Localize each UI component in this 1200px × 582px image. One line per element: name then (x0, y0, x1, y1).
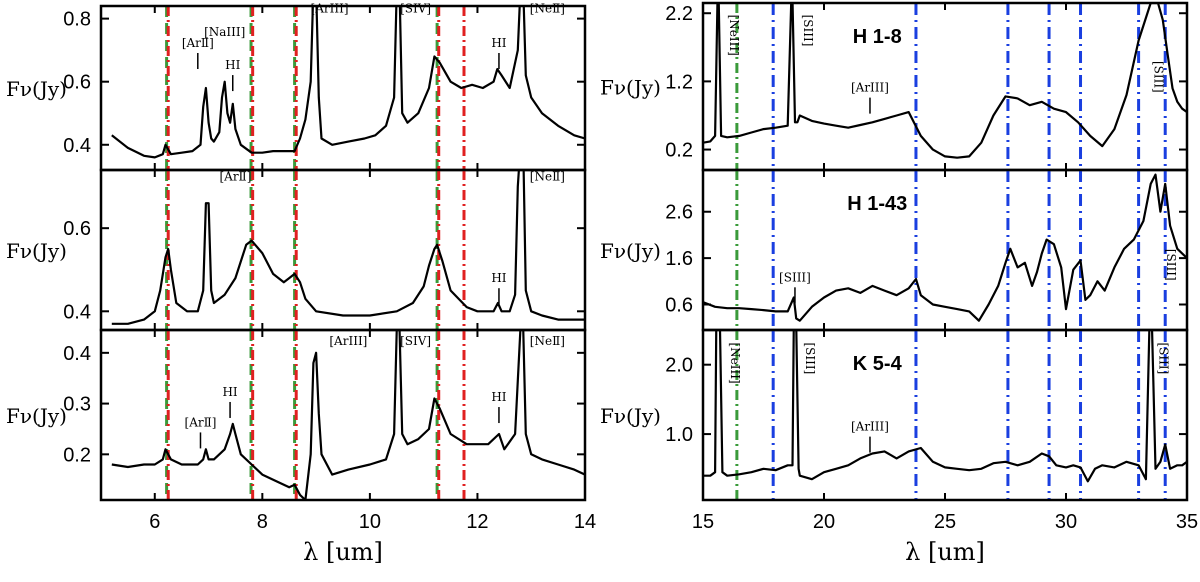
line-annotation: [SIII] (803, 342, 817, 374)
x-axis-label: λ [um] (303, 538, 383, 566)
panel-right-2: 0.6 1.6 2.6Fν(Jy) H 1-43 [SIII] [SIII] (600, 168, 1189, 332)
panel-frame (701, 328, 1189, 502)
line-annotation: [ArIII] (851, 81, 889, 95)
line-annotation: [SIV] (400, 1, 431, 15)
panel-name: H 1-43 (847, 193, 907, 215)
y-tick-label: 1.2 (665, 71, 693, 93)
y-tick-label: 2.2 (665, 3, 693, 25)
line-annotation: [SIII] (1152, 61, 1166, 93)
y-tick-label: 2.0 (665, 355, 693, 377)
spectrum-line (703, 3, 1187, 159)
panel-frame (99, 4, 587, 172)
panel-right-1: 0.2 1.2 2.2 Fν(Jy) H 1-8 [NeIII] [SIII] [ArIII]… (600, 1, 1189, 172)
panel-left-3: 0.2 0.3 0.4 Fν(Jy) [ArIII] [SIV] [NeⅡ] HⅠ [ArⅡ] H… (6, 328, 587, 502)
x-axis-label: λ [um] (905, 538, 985, 566)
y-tick-label: 0.3 (63, 394, 91, 416)
panel-name: K 5-4 (853, 353, 903, 375)
x-tick-label: 12 (466, 511, 488, 533)
x-tick-label: 15 (692, 511, 714, 533)
y-axis-label: Fν(Jy) (600, 239, 661, 263)
line-annotation: [NeⅡ] (530, 1, 565, 15)
line-annotation: [ArⅡ] (182, 36, 214, 50)
y-tick-label: 0.6 (63, 72, 91, 94)
chart-left: 0.40.60.8Fν(Jy)[ArIII] [SIV] [NeⅡ][NaIII][… (6, 1, 596, 566)
x-tick-label: 14 (574, 511, 596, 533)
panel-left-1: 0.4 0.6 0.8 Fν(Jy) [ArIII] [SIV] [NeⅡ] [NaIII][… (6, 1, 587, 172)
line-annotation: [ArIII] (329, 334, 367, 348)
spectrum-line (703, 330, 1187, 483)
line-annotation: [SIII] (1164, 249, 1178, 281)
panel-right-3: 1.0 2.0 Fν(Jy) K 5-4 [NeIII] [SIII] [ArIII] [SI… (600, 328, 1189, 502)
y-axis-label: Fν(Jy) (6, 77, 67, 101)
panel-name: H 1-8 (853, 26, 902, 48)
panel-left-2: 0.4 0.6Fν(Jy) [ArⅡ] [NeⅡ] HⅠ (6, 168, 587, 332)
line-annotation: [NeIII] (727, 15, 741, 56)
line-annotation: HⅠ (491, 36, 506, 50)
y-tick-label: 0.2 (665, 140, 693, 162)
y-tick-label: 0.4 (63, 135, 91, 157)
y-tick-label: 0.2 (63, 444, 91, 466)
y-tick-label: 0.6 (63, 218, 91, 240)
spectrum-line (111, 170, 585, 325)
panel-frame (99, 328, 587, 502)
x-tick-label: 20 (813, 511, 835, 533)
y-axis-label: Fν(Jy) (6, 239, 67, 263)
x-tick-label: 6 (149, 511, 160, 533)
y-tick-label: 0.4 (63, 301, 91, 323)
y-tick-label: 1.6 (665, 248, 693, 270)
line-annotation: [SIV] (400, 334, 431, 348)
y-tick-label: 0.8 (63, 9, 91, 31)
line-annotation: [ArIII] (311, 1, 349, 15)
line-annotation: [ArⅡ] (219, 169, 251, 183)
line-annotation: [SIII] (779, 270, 811, 284)
x-tick-label: 10 (359, 511, 381, 533)
line-annotation: [SIII] (1157, 342, 1171, 374)
y-tick-label: 0.6 (665, 294, 693, 316)
line-annotation: [NeⅡ] (530, 169, 565, 183)
panel-frame (701, 1, 1189, 172)
spectrum-line (111, 6, 585, 159)
spectrum-line (703, 173, 1187, 322)
line-annotation: [NeⅡ] (530, 334, 565, 348)
line-annotation: HⅠ (491, 271, 506, 285)
x-tick-label: 25 (934, 511, 956, 533)
y-axis-label: Fν(Jy) (600, 76, 661, 100)
y-axis-label: Fν(Jy) (600, 404, 661, 428)
line-annotation: [ArIII] (851, 420, 889, 434)
y-axis-label: Fν(Jy) (6, 404, 67, 428)
line-annotation: HⅠ (225, 58, 240, 72)
line-annotation: [SIII] (801, 15, 815, 47)
line-annotation: [NaIII] (204, 25, 245, 39)
x-tick-label: 35 (1176, 511, 1198, 533)
line-annotation: HⅠ (491, 390, 506, 404)
line-annotation: [NeIII] (728, 342, 742, 383)
line-annotation: HⅠ (222, 385, 237, 399)
y-tick-label: 2.6 (665, 202, 693, 224)
x-tick-label: 8 (257, 511, 268, 533)
y-tick-label: 0.4 (63, 343, 91, 365)
y-tick-label: 1.0 (665, 424, 693, 446)
chart-right: 0.2 1.2 2.2 Fν(Jy) H 1-8 [NeIII] [SIII] [ArIII]… (600, 1, 1198, 566)
line-annotation: [ArⅡ] (185, 415, 217, 429)
x-tick-label: 30 (1055, 511, 1077, 533)
spectrum-line (111, 330, 585, 500)
